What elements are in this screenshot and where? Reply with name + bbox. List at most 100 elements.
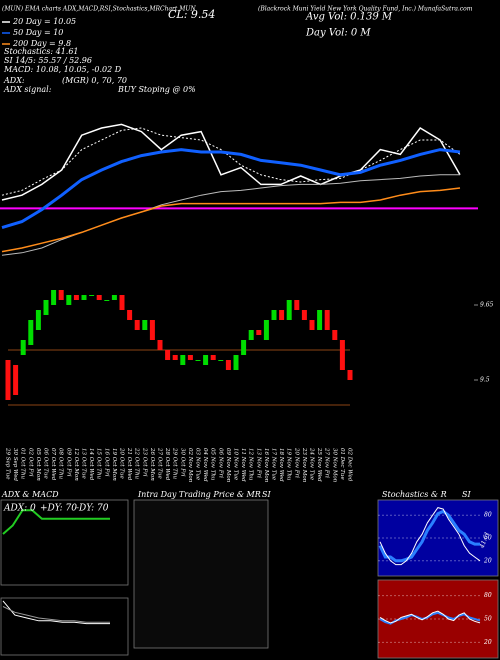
x-tick-label: 13 Nov Fri: [255, 448, 261, 478]
y-tick-label: 9.5: [480, 377, 490, 384]
candle: [127, 310, 133, 320]
panel-background: [0, 597, 129, 656]
candle: [89, 295, 95, 296]
day-volume: Day Vol: 0 M: [305, 28, 371, 39]
series-line: [2, 606, 110, 623]
x-tick-label: 23 Oct Fri: [141, 447, 147, 477]
series-line: [2, 600, 110, 625]
x-tick-label: 29 Sep Tue: [5, 447, 11, 480]
panel-title: ADX & MACD: [1, 490, 59, 499]
candle: [13, 365, 19, 395]
candle: [233, 355, 239, 370]
candle: [248, 330, 254, 340]
candle: [104, 300, 110, 301]
adx-text: ADX:: [3, 76, 25, 85]
x-tick-label: 19 Oct Mon: [111, 448, 117, 481]
x-tick-label: 28 Oct Wed: [164, 447, 170, 481]
series-line: [1, 123, 461, 201]
y-tick-label: 50: [484, 535, 492, 542]
panel-subtitle: SI: [462, 490, 471, 499]
candle: [165, 350, 171, 360]
candle: [58, 290, 64, 300]
legend-entry: 20 Day = 10.05: [12, 17, 76, 26]
candle: [210, 355, 216, 360]
candle: [28, 320, 34, 345]
y-tick-label: 50: [484, 616, 492, 623]
signal-text: BUY Stoping @ 0%: [117, 85, 196, 94]
x-tick-label: 25 Nov Wed: [316, 447, 322, 482]
y-tick-label: 80: [484, 592, 492, 599]
page-title: (MUN) EMA charts ADX,MACD,RSI,Stochastic…: [2, 6, 196, 13]
candle: [294, 300, 300, 310]
x-tick-label: 30 Oct Fri: [179, 448, 185, 477]
candle: [5, 360, 11, 400]
x-tick-label: 11 Nov Wed: [240, 448, 246, 482]
x-tick-label: 05 Nov Thu: [210, 448, 216, 481]
series-line: [379, 610, 481, 624]
candle: [225, 360, 231, 370]
x-tick-label: 14 Oct Wed: [88, 448, 94, 481]
candle: [119, 295, 125, 310]
x-tick-label: 09 Oct Fri: [65, 448, 71, 477]
x-tick-label: 30 Sep Wed: [12, 448, 18, 481]
candle: [149, 320, 155, 340]
series-line: [378, 509, 480, 563]
candle: [332, 330, 338, 340]
series-line: [379, 507, 481, 566]
candle: [339, 340, 345, 370]
panel-annotation: +DY: 70: [40, 504, 77, 514]
x-tick-label: 22 Oct Thu: [134, 447, 140, 480]
x-tick-label: 06 Nov Fri: [217, 448, 223, 478]
candle: [73, 295, 79, 300]
x-tick-label: 27 Nov Fri: [324, 447, 330, 478]
candle: [347, 370, 353, 380]
x-tick-label: 19 Nov Thu: [286, 448, 292, 481]
x-tick-label: 03 Nov Tue: [195, 448, 201, 481]
series-line: [2, 509, 110, 535]
candle: [96, 295, 102, 300]
x-tick-label: 20 Oct Tue: [119, 447, 125, 480]
candle: [218, 360, 224, 361]
candle: [187, 355, 193, 360]
avg-volume: Avg Vol: 0.139 M: [305, 12, 393, 23]
series-line: [1, 187, 461, 253]
candle: [286, 300, 292, 320]
mgr-text: (MGR) 0, 70, 70: [62, 76, 127, 85]
x-tick-label: 08 Oct Thu: [58, 448, 64, 480]
candle: [111, 295, 117, 300]
candle: [180, 355, 186, 365]
candle: [157, 340, 163, 350]
candle: [66, 295, 72, 305]
panel-title: Stochastics & R: [382, 490, 447, 499]
candle: [35, 310, 41, 330]
macd-text: MACD: 10.08, 10.05, -0.02 D: [3, 65, 122, 74]
candle: [20, 340, 26, 355]
x-tick-label: 21 Oct Wed: [126, 447, 132, 481]
company-name: (Blackrock Muni Yield New York Quality F…: [258, 6, 473, 13]
x-tick-label: 04 Nov Wed: [202, 448, 208, 482]
x-tick-label: 26 Oct Mon: [149, 447, 155, 481]
si-text: SI 14/5: 55.57 / 52.96: [4, 56, 92, 65]
x-tick-label: 01 Oct Thu: [20, 448, 26, 480]
close-price: CL: 9.54: [168, 8, 215, 21]
candle: [43, 300, 49, 315]
x-tick-label: 12 Nov Thu: [248, 448, 254, 481]
x-tick-label: 17 Nov Tue: [271, 448, 277, 481]
adx-signal-text: ADX signal:: [3, 85, 52, 94]
x-tick-label: 12 Oct Mon: [73, 448, 79, 481]
x-tick-label: 01 Dec Tue: [339, 448, 345, 480]
x-tick-label: 09 Nov Mon: [225, 448, 231, 483]
x-tick-label: 10 Nov Tue: [233, 448, 239, 481]
candle: [203, 355, 209, 365]
stochastics-text: Stochastics: 41.61: [4, 47, 79, 56]
candle: [142, 320, 148, 330]
y-tick-label: 20: [483, 557, 492, 564]
panel-background: [0, 499, 129, 586]
x-tick-label: 18 Nov Wed: [278, 448, 284, 482]
candle: [301, 310, 307, 320]
candle: [241, 340, 247, 355]
panel-title: Intra Day Trading Price & MR: [137, 490, 261, 499]
panel-subtitle: SI: [262, 490, 271, 499]
candle: [279, 310, 285, 320]
